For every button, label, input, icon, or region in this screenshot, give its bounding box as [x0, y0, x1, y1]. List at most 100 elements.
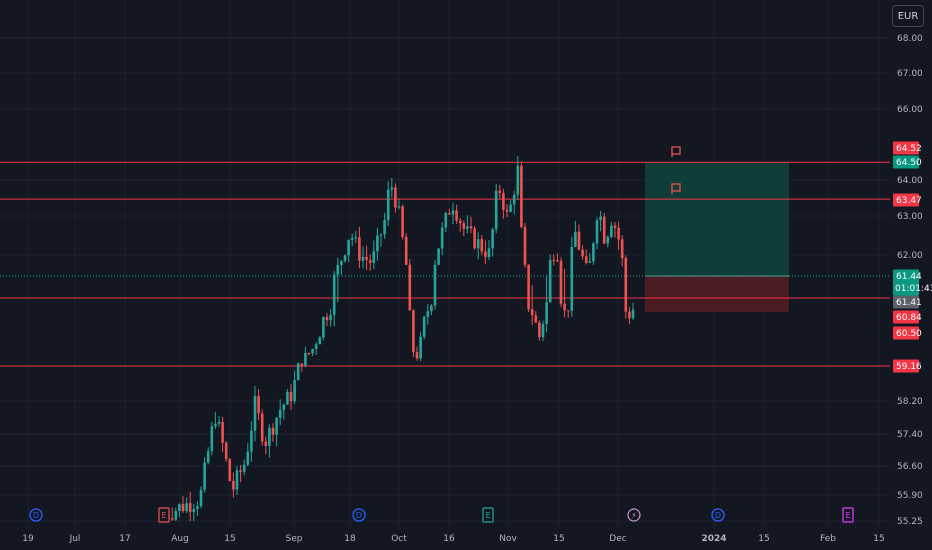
y-axis-tick-label: 57.40	[897, 430, 923, 440]
candle-body	[343, 255, 347, 261]
y-axis-tick-label: 56.60	[897, 462, 923, 472]
candle-body	[523, 227, 527, 265]
dividend-icon	[711, 508, 725, 522]
candle-body	[574, 231, 577, 247]
x-axis-tick-label: Sep	[286, 534, 303, 544]
price-tag-label: 61.41	[896, 298, 922, 308]
x-axis-tick-label: Dec	[609, 534, 626, 544]
y-axis-tick-label: 67.00	[897, 69, 923, 79]
earnings-icon	[158, 507, 170, 523]
price-tag	[893, 295, 919, 309]
x-axis-tick-label: Jul	[69, 534, 81, 544]
x-axis-tick-label: Oct	[391, 534, 407, 544]
candle-body	[404, 237, 408, 265]
candle-body	[584, 256, 588, 263]
x-axis-tick-label: 15	[224, 534, 235, 544]
candle-body	[480, 239, 484, 252]
price-tag	[893, 155, 919, 169]
x-axis-tick-label: 17	[119, 534, 130, 544]
candle-body	[214, 423, 217, 427]
candle-body	[376, 235, 379, 252]
candle-body	[469, 226, 473, 229]
y-axis-tick-label: 58.20	[897, 397, 923, 407]
candle-body	[314, 344, 318, 350]
candle-body	[613, 225, 617, 228]
loss-zone	[645, 276, 789, 312]
x-axis-tick-label: Feb	[820, 534, 836, 544]
x-axis-tick-label: 15	[553, 534, 564, 544]
candle-body	[538, 322, 541, 338]
candle-body	[566, 310, 570, 312]
candle-body	[286, 392, 289, 405]
candle-body	[502, 193, 505, 210]
candle-body	[458, 220, 462, 224]
earnings-icon	[842, 507, 854, 523]
candle-body	[426, 311, 430, 317]
price-tag-label: 60.50	[896, 329, 922, 339]
candle-body	[581, 249, 584, 257]
price-tag	[893, 359, 919, 373]
candle-body	[311, 349, 314, 354]
candle-body	[455, 210, 458, 221]
split-icon	[627, 508, 641, 522]
price-tag	[893, 310, 919, 324]
x-axis-tick-label: 19	[22, 534, 34, 544]
candle-body	[260, 413, 264, 442]
candle-body	[570, 246, 574, 311]
price-tag-label: 63.47	[896, 196, 922, 206]
split-label: ⚡	[631, 511, 637, 520]
candle-body	[448, 212, 451, 215]
candle-body	[401, 206, 404, 238]
candle-body	[602, 216, 606, 244]
candle-body	[336, 265, 340, 275]
candle-body	[340, 260, 343, 266]
candle-body	[610, 225, 613, 237]
candle-body	[599, 216, 602, 221]
candle-body	[541, 323, 545, 338]
candle-body	[386, 189, 390, 221]
candle-body	[595, 220, 599, 244]
candle-body	[509, 204, 512, 212]
candle-body	[498, 190, 502, 194]
candle-body	[178, 504, 181, 512]
candle-body	[559, 260, 563, 304]
candle-body	[322, 317, 325, 338]
candle-body	[505, 209, 509, 212]
candle-body	[257, 396, 260, 414]
y-axis-tick-label: 68.00	[897, 34, 923, 44]
x-axis-tick-label: 15	[758, 534, 769, 544]
candle-body	[534, 315, 538, 323]
x-axis-tick-label: Nov	[499, 534, 517, 544]
y-axis-tick-label: 63.00	[897, 212, 923, 222]
x-axis-tick-label: 2024	[701, 534, 726, 544]
candle-body	[350, 237, 354, 240]
flag-icon	[671, 183, 681, 194]
candle-body	[170, 518, 174, 520]
x-axis-tick-label: Aug	[171, 534, 189, 544]
candle-body	[379, 234, 383, 236]
candle-body	[246, 451, 250, 465]
price-tag-label: 61.44	[896, 272, 922, 282]
candle-body	[390, 187, 394, 190]
candle-body	[199, 489, 203, 507]
y-axis-tick-label: 64.00	[897, 176, 923, 186]
candle-body	[415, 352, 419, 359]
candle-body	[516, 165, 520, 195]
candle-body	[512, 194, 516, 205]
price-tag	[893, 193, 919, 207]
candle-body	[365, 256, 368, 260]
dividend-label: D	[356, 511, 362, 520]
y-axis-tick-label: 62.00	[897, 251, 923, 261]
candle-body	[412, 310, 415, 353]
candle-body	[250, 430, 253, 452]
candle-body	[556, 260, 559, 262]
dividend-label: D	[715, 511, 721, 520]
candle-body	[300, 363, 304, 366]
candle-body	[462, 223, 466, 229]
candle-body	[239, 470, 242, 472]
candle-body	[631, 309, 635, 319]
earnings-label: E	[161, 511, 166, 520]
currency-button[interactable]: EUR	[892, 5, 924, 27]
price-tag	[893, 141, 919, 155]
